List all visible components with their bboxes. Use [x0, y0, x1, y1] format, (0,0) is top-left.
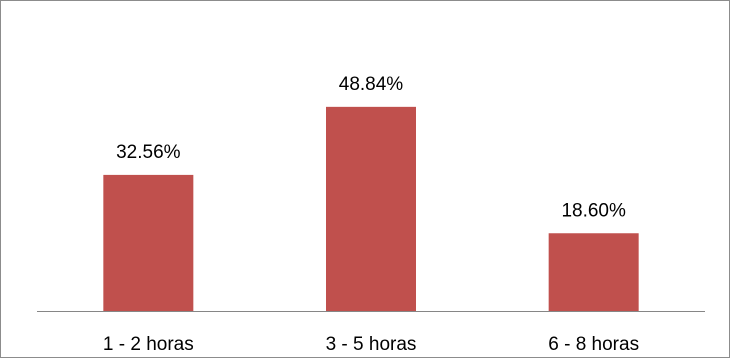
bar-1 — [103, 174, 194, 311]
category-labels-group: 1 - 2 horas 3 - 5 horas 6 - 8 horas — [103, 334, 639, 355]
category-label-2: 3 - 5 horas — [326, 334, 417, 355]
category-label-3: 6 - 8 horas — [548, 334, 639, 355]
bar-2 — [326, 106, 416, 311]
value-labels-group: 32.56% 48.84% 18.60% — [116, 74, 626, 221]
value-label-2: 48.84% — [339, 74, 404, 95]
value-label-3: 18.60% — [561, 200, 626, 221]
bar-3 — [548, 233, 639, 311]
value-label-1: 32.56% — [116, 142, 181, 163]
category-label-1: 1 - 2 horas — [103, 334, 194, 355]
bars-group — [103, 106, 639, 311]
